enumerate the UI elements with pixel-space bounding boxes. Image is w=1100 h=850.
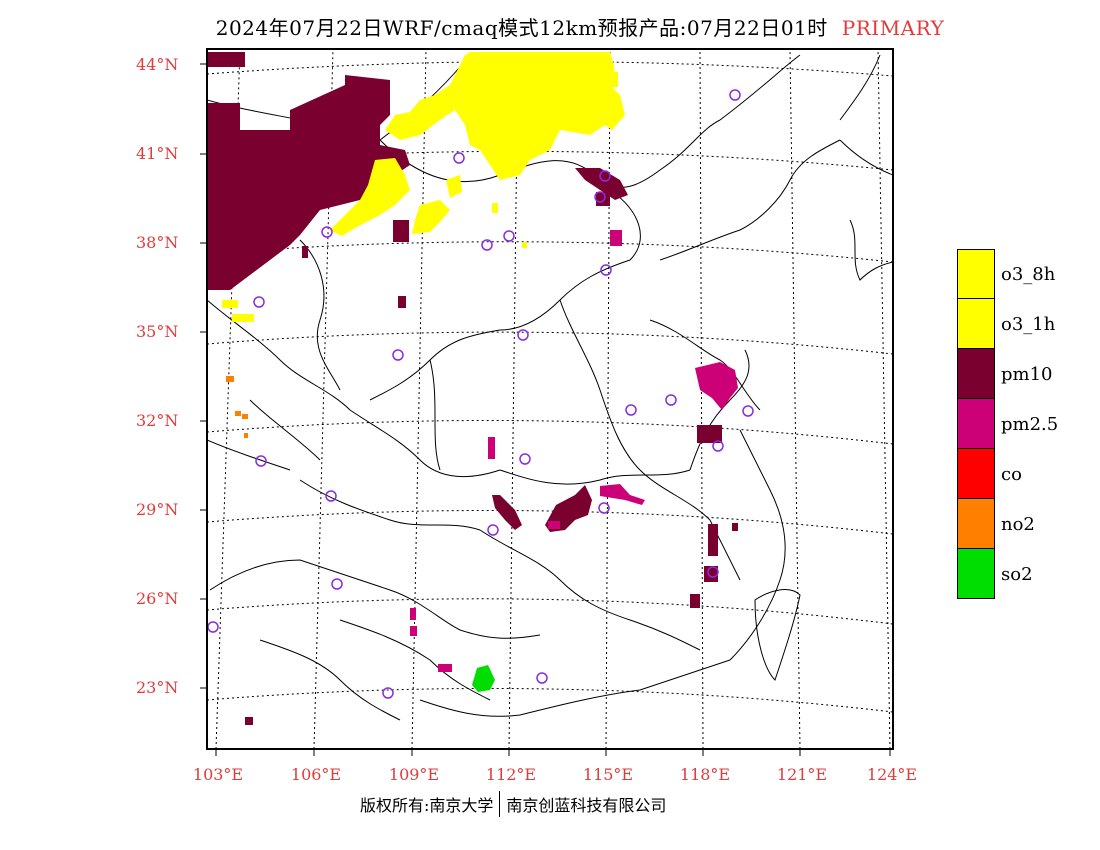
- title: 2024年07月22日WRF/cmaq模式12km预报产品:07月22日01时 P…: [150, 12, 1010, 41]
- legend-label: co: [1001, 463, 1022, 485]
- copyright-footer: 版权所有:南京大学 南京创蓝科技有限公司: [360, 791, 666, 817]
- lat-label-35: 35°N: [136, 322, 179, 341]
- legend-swatch: [957, 399, 995, 449]
- lat-label-29: 29°N: [136, 500, 179, 519]
- legend-item-co: co: [957, 449, 1058, 499]
- pm25-regions: [410, 230, 738, 672]
- no2-regions: [226, 376, 248, 438]
- lat-label-38: 38°N: [136, 233, 179, 252]
- lon-label-118: 118°E: [679, 765, 731, 784]
- legend-swatch: [957, 449, 995, 499]
- legend: o3_8h o3_1h pm10 pm2.5 co no2 so2: [957, 249, 1058, 599]
- lon-label-115: 115°E: [582, 765, 634, 784]
- legend-item-no2: no2: [957, 499, 1058, 549]
- lat-label-41: 41°N: [136, 144, 179, 163]
- legend-item-so2: so2: [957, 549, 1058, 599]
- pm10-regions: [207, 52, 738, 725]
- o3-regions: [222, 52, 625, 322]
- lat-label-44: 44°N: [136, 55, 179, 74]
- legend-item-o3-1h: o3_1h: [957, 299, 1058, 349]
- legend-label: pm2.5: [1001, 413, 1059, 435]
- lat-label-26: 26°N: [136, 589, 179, 608]
- legend-item-o3-8h: o3_8h: [957, 249, 1058, 299]
- legend-label: o3_8h: [1001, 263, 1056, 285]
- lon-label-112: 112°E: [485, 765, 537, 784]
- legend-label: no2: [1001, 513, 1035, 535]
- footer-divider: [499, 791, 501, 817]
- title-tag: PRIMARY: [841, 16, 945, 40]
- lon-label-121: 121°E: [776, 765, 828, 784]
- lat-label-23: 23°N: [136, 678, 179, 697]
- map-frame: [206, 48, 894, 750]
- graticule: [207, 49, 893, 749]
- copyright-right: 南京创蓝科技有限公司: [506, 796, 667, 815]
- legend-label: o3_1h: [1001, 313, 1056, 335]
- legend-swatch: [957, 349, 995, 399]
- so2-regions: [472, 665, 495, 692]
- lon-label-106: 106°E: [290, 765, 342, 784]
- legend-label: so2: [1001, 563, 1033, 585]
- legend-swatch: [957, 499, 995, 549]
- legend-swatch: [957, 249, 995, 299]
- axis-ticks: [200, 63, 891, 756]
- lat-label-32: 32°N: [136, 411, 179, 430]
- title-main: 2024年07月22日WRF/cmaq模式12km预报产品:07月22日01时: [215, 16, 828, 40]
- legend-item-pm25: pm2.5: [957, 399, 1058, 449]
- station-markers: [207, 89, 754, 699]
- legend-swatch: [957, 299, 995, 349]
- legend-swatch: [957, 549, 995, 599]
- lon-label-109: 109°E: [388, 765, 440, 784]
- legend-label: pm10: [1001, 363, 1053, 385]
- legend-item-pm10: pm10: [957, 349, 1058, 399]
- lon-label-103: 103°E: [192, 765, 244, 784]
- copyright-left: 版权所有:南京大学: [360, 796, 494, 815]
- lon-label-124: 124°E: [866, 765, 918, 784]
